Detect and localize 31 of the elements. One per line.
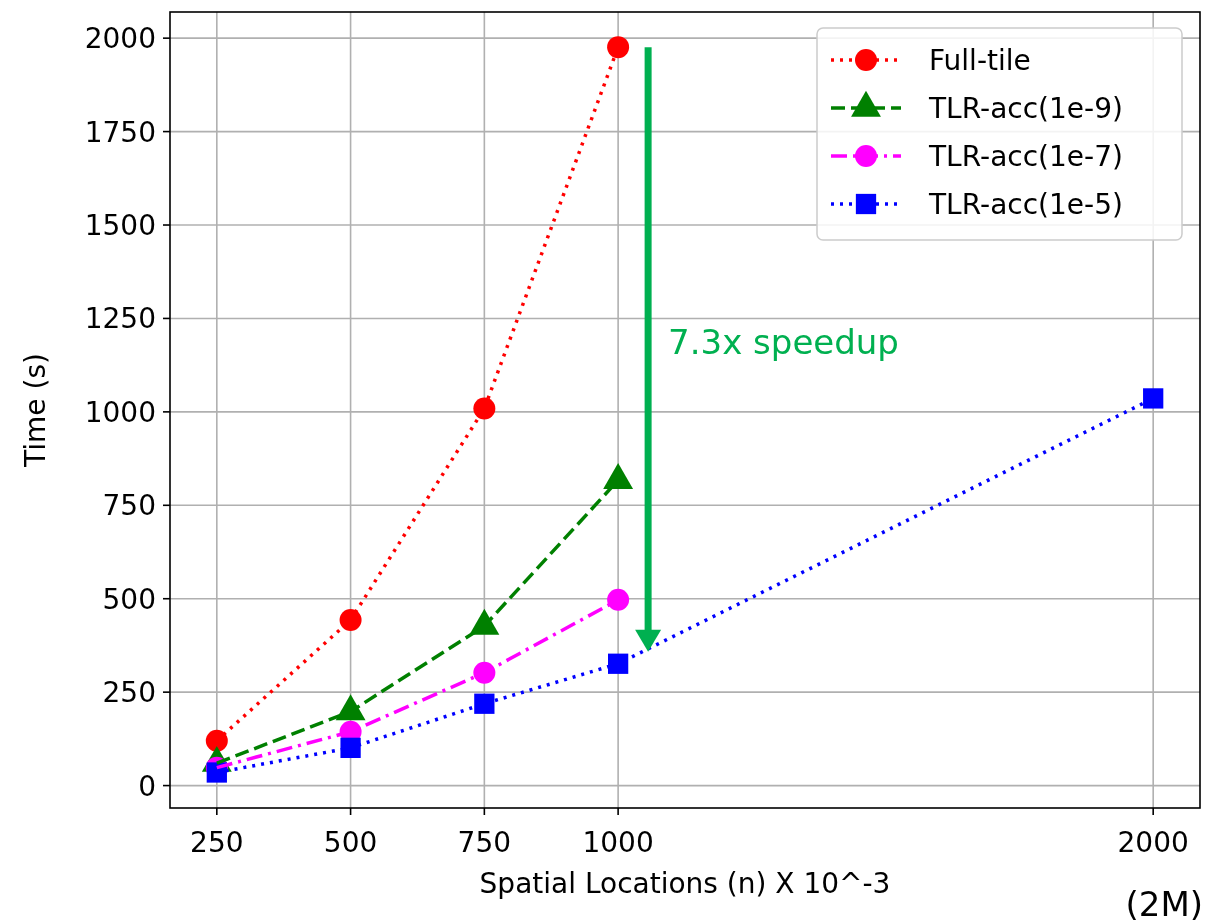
- annotation: 7.3x speedup: [668, 322, 899, 362]
- y-tick-label: 1750: [84, 115, 156, 149]
- y-tick-label: 1000: [84, 395, 156, 429]
- legend-label: TLR-acc(1e-7): [928, 140, 1123, 173]
- x-tick-label: 500: [323, 826, 378, 859]
- y-tick-label: 750: [102, 489, 156, 523]
- point: [607, 36, 630, 59]
- y-tick-label: 2000: [84, 22, 156, 56]
- x-tick-label: 1000: [582, 826, 654, 859]
- legend-label: TLR-acc(1e-9): [928, 92, 1123, 125]
- x-axis-title: Spatial Locations (n) X 10^-3: [479, 867, 891, 900]
- y-tick-label: 1500: [84, 209, 156, 243]
- point: [474, 693, 495, 714]
- y-tick-label: 0: [138, 769, 156, 803]
- point: [473, 397, 496, 420]
- point: [339, 609, 362, 631]
- point: [607, 588, 630, 611]
- point: [205, 729, 228, 752]
- x-tick-label: 2000: [1117, 826, 1189, 859]
- y-axis-title: Time (s): [19, 353, 52, 468]
- legend-label: Full-tile: [929, 44, 1031, 77]
- y-tick-label: 250: [102, 676, 156, 710]
- x-tick-label: 750: [457, 826, 512, 859]
- y-tick-label: 1250: [84, 302, 156, 336]
- point: [340, 737, 361, 758]
- y-tick-label: 500: [102, 582, 156, 616]
- x-tick-label: 250: [190, 826, 244, 859]
- legend-label: TLR-acc(1e-5): [928, 188, 1123, 221]
- point: [1143, 388, 1164, 409]
- text: (2M): [1125, 884, 1203, 921]
- point: [607, 653, 629, 674]
